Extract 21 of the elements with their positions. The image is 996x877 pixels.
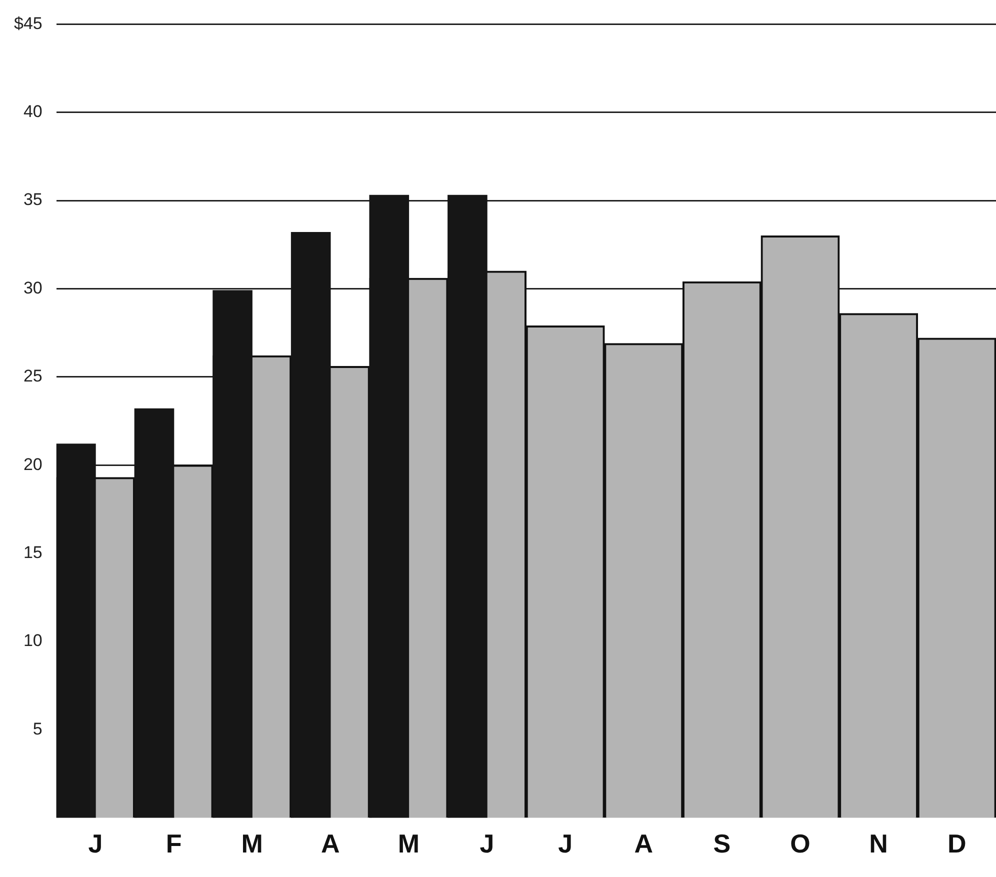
y-tick-label: 25 <box>23 366 42 386</box>
x-tick-label: F <box>166 828 182 859</box>
x-tick-label: J <box>480 828 494 859</box>
x-tick-label: M <box>398 828 420 859</box>
x-tick-label: N <box>869 828 888 859</box>
x-tick-label: O <box>790 828 810 859</box>
y-tick-label: 20 <box>23 454 42 474</box>
x-tick-label: J <box>88 828 103 859</box>
x-tick-label: D <box>947 828 966 859</box>
x-tick-label: A <box>321 828 340 859</box>
y-tick-label: 10 <box>23 631 42 650</box>
x-tick-label: M <box>241 828 263 859</box>
y-tick-label: 30 <box>23 278 42 298</box>
y-tick-label: 5 <box>32 719 42 738</box>
y-tick-label: 15 <box>23 542 42 562</box>
y-tick-label: 40 <box>23 102 42 122</box>
x-tick-label: J <box>558 828 573 859</box>
x-tick-label: S <box>713 828 731 859</box>
y-tick-label: $45 <box>14 14 42 33</box>
x-tick-label: A <box>634 828 654 859</box>
y-tick-label: 35 <box>23 190 42 210</box>
